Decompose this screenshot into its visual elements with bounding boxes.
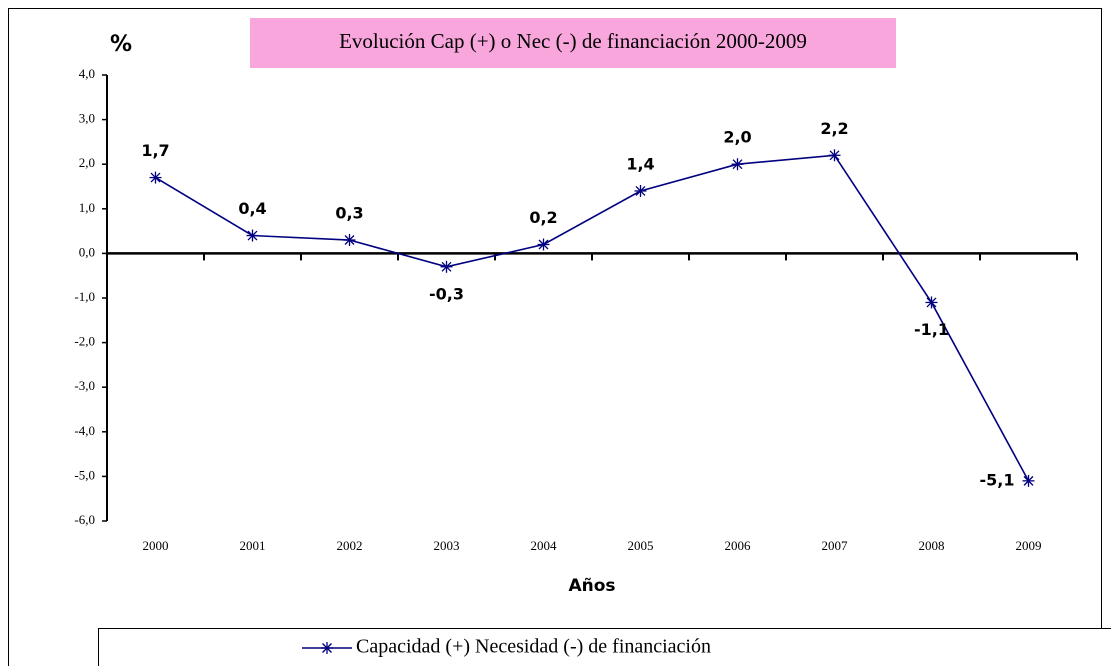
x-tick-label: 2000 [143,538,169,553]
y-axis-label: % [110,32,132,57]
point [828,149,841,162]
data-label: 0,3 [335,204,363,223]
data-label: 2,2 [820,119,848,138]
y-tick-label: -6,0 [74,512,95,527]
chart-frame [8,8,1102,666]
data-label: 2,0 [723,128,751,147]
point [149,171,162,184]
y-tick-label: -5,0 [74,467,95,482]
x-tick-label: 2001 [240,538,266,553]
marker-stroke [732,159,743,170]
series-line [155,154,1030,482]
marker-stroke [441,261,452,272]
data-label: -1,1 [914,320,949,339]
point [634,184,647,197]
y-tick-label: -4,0 [74,423,95,438]
data-label: -0,3 [429,284,464,303]
x-tick-label: 2009 [1016,538,1042,553]
legend: Capacidad (+) Necesidad (-) de financiac… [302,636,711,658]
y-tick-label: 4,0 [79,66,95,81]
point [1022,474,1035,487]
y-tick-label: 1,0 [79,200,95,215]
marker-stroke [150,172,161,183]
marker-stroke [926,297,937,308]
title-box [250,18,896,68]
point [343,234,356,247]
data-label: 0,2 [529,208,557,227]
point [440,260,453,273]
legend-box [98,628,1111,666]
x-tick-label: 2003 [434,538,460,553]
chart-title: Evolución Cap (+) o Nec (-) de financiac… [339,29,807,53]
marker-stroke [344,235,355,245]
x-tick-label: 2008 [919,538,945,553]
marker-stroke [247,230,258,241]
x-tick-label: 2007 [822,538,849,553]
point [537,238,550,251]
y-tick-label: -1,0 [74,289,95,304]
x-tick-label: 2005 [628,538,654,553]
marker-stroke [635,186,646,196]
data-label: 1,4 [626,154,654,173]
marker-stroke [1023,475,1034,486]
legend-marker [321,642,333,654]
data-label: -5,1 [980,470,1015,489]
y-tick-label: -2,0 [74,334,95,349]
y-tick-label: 2,0 [79,155,95,170]
marker-stroke [829,150,840,161]
y-tick-label: 0,0 [79,244,95,259]
x-axis-label: Años [568,576,615,596]
marker-stroke [538,239,549,250]
data-label: 0,4 [238,199,266,218]
y-tick-label: 3,0 [79,111,95,126]
x-tick-label: 2002 [337,538,363,553]
point [925,296,938,309]
y-tick-label: -3,0 [74,378,95,393]
point [731,158,744,171]
x-tick-label: 2004 [531,538,558,553]
point [246,229,259,242]
data-label: 1,7 [141,141,169,160]
legend-label: Capacidad (+) Necesidad (-) de financiac… [356,636,711,658]
x-tick-label: 2006 [725,538,752,553]
marker-stroke [322,643,332,653]
